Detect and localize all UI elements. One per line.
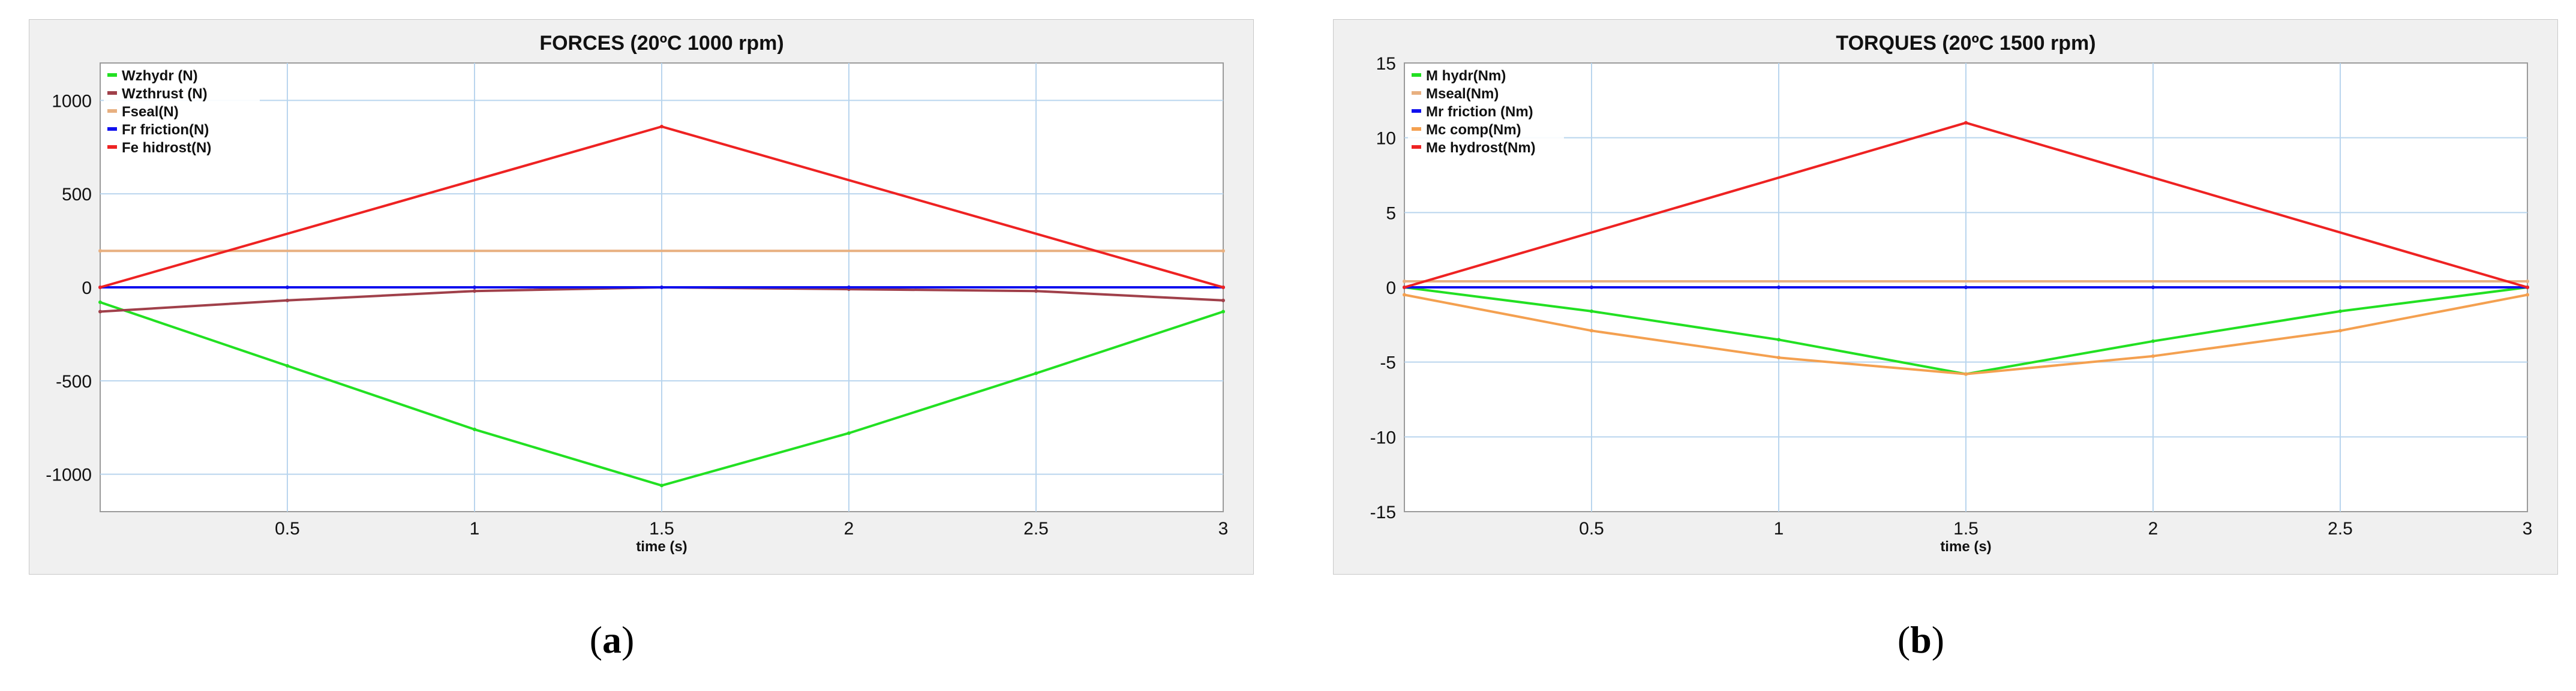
legend-box <box>104 67 260 163</box>
legend-entry: Fe hidrost(N) <box>122 140 211 156</box>
legend-entry: Mseal(Nm) <box>1426 86 1499 102</box>
data-point <box>1221 310 1225 314</box>
data-point <box>2526 280 2529 284</box>
data-point <box>2151 339 2155 343</box>
x-tick-label: 2.5 <box>2328 519 2353 539</box>
data-point <box>1403 280 1406 284</box>
forces-chart: FORCES (20ºC 1000 rpm) 0.5 1 1.5 2 2.5 3 -1000 -… <box>46 32 1229 555</box>
x-tick-label: 1.5 <box>1953 519 1978 539</box>
x-tick-label: 3 <box>2523 519 2533 539</box>
data-point <box>1034 371 1038 375</box>
data-point <box>98 249 102 253</box>
data-point <box>1403 286 1406 289</box>
y-tick-label: -1000 <box>46 465 92 485</box>
data-point <box>286 363 289 368</box>
data-point <box>473 286 476 289</box>
x-tick-label: 1 <box>1774 519 1784 539</box>
y-tick-label: -10 <box>1370 428 1396 447</box>
y-tick-label: 1000 <box>52 91 92 111</box>
data-point <box>1590 309 1593 313</box>
data-point <box>2151 354 2155 358</box>
y-tick-label: 500 <box>62 185 92 205</box>
y-tick-label: 0 <box>82 278 92 298</box>
y-tick-label: -500 <box>56 372 92 392</box>
data-point <box>2526 286 2529 289</box>
legend-entry: Mc comp(Nm) <box>1426 122 1521 138</box>
data-point <box>660 286 663 289</box>
legend-entry: Fr friction(N) <box>122 122 209 138</box>
data-point <box>1964 121 1968 125</box>
y-tick-label: 0 <box>1386 278 1396 298</box>
x-tick-label: 0.5 <box>1579 519 1604 539</box>
data-point <box>1221 286 1225 289</box>
y-tick-label: -15 <box>1370 503 1396 522</box>
data-point <box>1590 286 1593 289</box>
data-point <box>2338 286 2342 289</box>
x-tick-label: 1.5 <box>649 519 674 539</box>
data-point <box>286 298 289 302</box>
data-point <box>1403 293 1406 297</box>
x-tick-label: 0.5 <box>275 519 300 539</box>
data-point <box>847 431 851 435</box>
legend-box <box>1408 67 1564 163</box>
y-tick-label: 5 <box>1386 203 1396 223</box>
torques-chart-panel: TORQUES (20ºC 1500 rpm) 0.5 1 1.5 2 2.5 3 -15 -1… <box>1333 19 2558 575</box>
data-point <box>1034 289 1038 293</box>
legend-entry: Fseal(N) <box>122 104 179 120</box>
legend-entry: Me hydrost(Nm) <box>1426 140 1536 156</box>
data-point <box>2338 309 2342 313</box>
x-axis-label: time (s) <box>1940 539 1991 555</box>
y-tick-label: 15 <box>1376 54 1396 74</box>
data-point <box>2151 286 2155 289</box>
x-tick-label: 3 <box>1218 519 1229 539</box>
x-tick-label: 2 <box>2148 519 2158 539</box>
legend-entry: M hydr(Nm) <box>1426 68 1506 84</box>
chart-title: TORQUES (20ºC 1500 rpm) <box>1836 32 2095 55</box>
data-point <box>473 427 476 431</box>
data-point <box>1777 356 1781 360</box>
data-point <box>1590 329 1593 333</box>
data-point <box>473 289 476 293</box>
forces-chart-panel: FORCES (20ºC 1000 rpm) 0.5 1 1.5 2 2.5 3 -1000 -… <box>29 19 1254 575</box>
x-axis-label: time (s) <box>636 539 687 555</box>
data-point <box>98 300 102 304</box>
chart-title: FORCES (20ºC 1000 rpm) <box>539 32 783 55</box>
data-point <box>660 483 663 488</box>
data-point <box>1221 298 1225 302</box>
legend-entry: Mr friction (Nm) <box>1426 104 1533 120</box>
x-tick-label: 1 <box>470 519 480 539</box>
data-point <box>1964 372 1968 376</box>
data-point <box>1777 338 1781 342</box>
data-point <box>847 286 851 289</box>
data-point <box>98 310 102 314</box>
data-point <box>1964 286 1968 289</box>
caption-b: (b) <box>1897 618 1945 661</box>
data-point <box>1777 286 1781 289</box>
legend: M hydr(Nm) Mseal(Nm) Mr friction (Nm) Mc co… <box>1408 67 1564 163</box>
torques-chart: TORQUES (20ºC 1500 rpm) 0.5 1 1.5 2 2.5 3 -15 -1… <box>1370 32 2533 555</box>
data-point <box>1034 286 1038 289</box>
y-tick-label: 10 <box>1376 129 1396 149</box>
data-point <box>660 124 663 128</box>
data-point <box>1221 249 1225 253</box>
data-point <box>98 286 102 289</box>
legend-entry: Wzhydr (N) <box>122 68 198 84</box>
legend-entry: Wzthrust (N) <box>122 86 208 102</box>
data-point <box>2338 329 2342 333</box>
legend: Wzhydr (N) Wzthrust (N) Fseal(N) Fr frictio… <box>104 67 260 163</box>
y-tick-label: -5 <box>1380 353 1396 373</box>
data-point <box>2526 293 2529 297</box>
x-tick-label: 2.5 <box>1023 519 1049 539</box>
x-tick-label: 2 <box>844 519 854 539</box>
data-point <box>286 286 289 289</box>
caption-a: (a) <box>589 618 635 661</box>
